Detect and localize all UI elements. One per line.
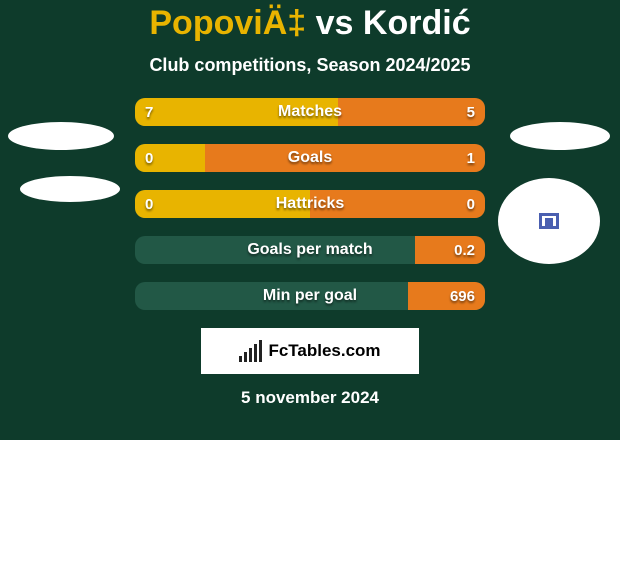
chart-icon (239, 340, 262, 362)
stat-value-right: 5 (467, 98, 475, 126)
avatar-right-2 (498, 178, 600, 264)
avatar-left-1 (8, 122, 114, 150)
site-logo[interactable]: FcTables.com (201, 328, 419, 374)
stat-value-right: 696 (450, 282, 475, 310)
vs-word: vs (316, 4, 354, 42)
page-title: PopoviÄ‡ vs Kordić (0, 0, 620, 43)
stat-row: Goals0 1 (135, 144, 485, 172)
stat-label: Min per goal (135, 282, 485, 310)
subtitle: Club competitions, Season 2024/2025 (0, 55, 620, 76)
root: PopoviÄ‡ vs Kordić Club competitions, Se… (0, 0, 620, 580)
stat-value-left: 0 (145, 190, 153, 218)
stat-label: Matches (135, 98, 485, 126)
stat-value-left: 0 (145, 144, 153, 172)
stat-row: Goals per match0.2 (135, 236, 485, 264)
avatar-right-1 (510, 122, 610, 150)
stat-label: Hattricks (135, 190, 485, 218)
player2-name: Kordić (363, 4, 471, 42)
stat-value-right: 1 (467, 144, 475, 172)
stat-value-right: 0.2 (454, 236, 475, 264)
player1-name: PopoviÄ‡ (149, 4, 306, 42)
stat-value-left: 7 (145, 98, 153, 126)
stat-value-right: 0 (467, 190, 475, 218)
stat-row: Matches7 5 (135, 98, 485, 126)
stat-row: Hattricks0 0 (135, 190, 485, 218)
avatar-left-2 (20, 176, 120, 202)
comparison-panel: PopoviÄ‡ vs Kordić Club competitions, Se… (0, 0, 620, 440)
placeholder-icon (539, 213, 559, 229)
stat-rows: Matches75Goals01Hattricks00Goals per mat… (135, 98, 485, 310)
stat-row: Min per goal696 (135, 282, 485, 310)
date-text: 5 november 2024 (0, 388, 620, 408)
logo-text: FcTables.com (268, 341, 380, 361)
stat-label: Goals per match (135, 236, 485, 264)
stat-label: Goals (135, 144, 485, 172)
